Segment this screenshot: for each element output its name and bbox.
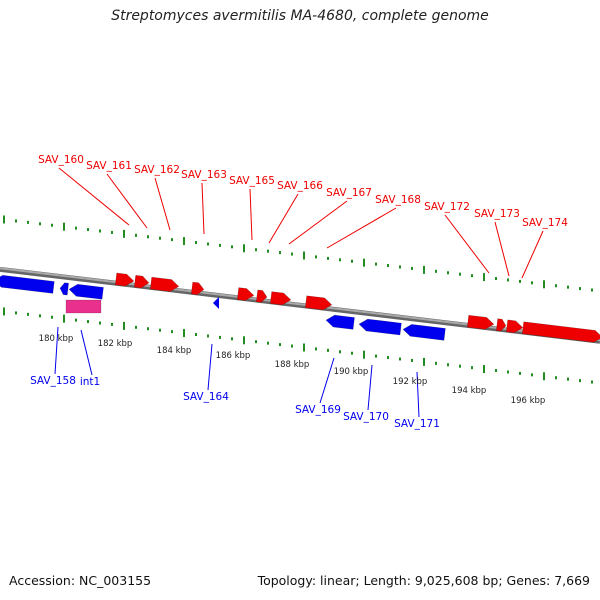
leader-line xyxy=(326,207,397,249)
genome-stats-label: Topology: linear; Length: 9,025,608 bp; … xyxy=(257,573,590,588)
integrase-feature xyxy=(65,299,102,314)
gene-label-sav-158: SAV_158 xyxy=(30,375,76,387)
leader-line xyxy=(201,182,205,235)
scale-labels: 180 kbp 182 kbp 184 kbp 186 kbp 188 kbp 190 k… xyxy=(39,334,546,406)
scale-label: 194 kbp xyxy=(452,386,487,396)
gene-label-sav-173: SAV_173 xyxy=(474,208,520,220)
scale-label: 184 kbp xyxy=(157,346,192,356)
forward-gene-arrow xyxy=(133,274,150,289)
scale-label: 190 kbp xyxy=(334,367,369,377)
scale-label: 192 kbp xyxy=(393,377,428,387)
gene-label-sav-164: SAV_164 xyxy=(183,391,229,403)
forward-gene-arrow xyxy=(304,295,333,311)
forward-gene-arrow xyxy=(466,314,495,330)
scale-label: 186 kbp xyxy=(216,351,251,361)
reverse-gene-arrow xyxy=(0,274,55,294)
leader-line xyxy=(416,371,420,418)
leader-line xyxy=(80,329,93,376)
forward-gene-arrow xyxy=(255,289,268,303)
scale-label: 182 kbp xyxy=(98,339,133,349)
gene-label-sav-162: SAV_162 xyxy=(134,164,180,176)
reverse-gene-arrow xyxy=(59,282,69,296)
gene-label-sav-172: SAV_172 xyxy=(424,201,470,213)
leader-line xyxy=(154,177,171,231)
accession-label: Accession: NC_003155 xyxy=(9,573,152,588)
gene-label-sav-163: SAV_163 xyxy=(181,169,227,181)
scale-label: 188 kbp xyxy=(275,360,310,370)
leader-line xyxy=(494,221,510,277)
gene-label-sav-168: SAV_168 xyxy=(375,194,421,206)
lower-tick-ruler xyxy=(3,307,593,384)
forward-gene-arrow xyxy=(495,318,507,332)
gene-label-int1: int1 xyxy=(80,376,100,388)
leader-line xyxy=(319,357,335,404)
forward-gene-arrow xyxy=(236,287,255,301)
reverse-gene-arrow xyxy=(213,297,219,309)
forward-gene-arrow xyxy=(505,319,524,334)
gene-label-sav-160: SAV_160 xyxy=(38,154,84,166)
leader-line xyxy=(106,173,148,229)
leader-line xyxy=(268,193,299,244)
forward-gene-arrow xyxy=(190,281,205,296)
scale-label: 180 kbp xyxy=(39,334,74,344)
gene-features xyxy=(0,272,600,343)
leader-line xyxy=(249,188,253,241)
gene-label-sav-161: SAV_161 xyxy=(86,160,132,172)
scale-label: 196 kbp xyxy=(511,396,546,406)
gene-label-sav-174: SAV_174 xyxy=(522,217,568,229)
upper-tick-ruler xyxy=(3,215,593,292)
leader-line xyxy=(54,326,59,375)
reverse-gene-arrow xyxy=(402,324,446,341)
reverse-gene-arrow xyxy=(358,318,402,336)
reverse-gene-arrow xyxy=(68,283,104,300)
leader-line xyxy=(288,200,348,245)
leader-line xyxy=(58,167,130,226)
leader-line xyxy=(207,343,213,391)
forward-gene-arrow xyxy=(521,321,600,343)
reverse-gene-arrow xyxy=(325,314,355,330)
gene-label-sav-171: SAV_171 xyxy=(394,418,440,430)
forward-gene-labels: SAV_160 SAV_161 SAV_162 SAV_163 SAV_165 SAV_1… xyxy=(38,154,568,229)
leader-line xyxy=(521,230,544,279)
forward-gene-arrow xyxy=(114,272,135,287)
gene-label-sav-170: SAV_170 xyxy=(343,411,389,423)
leader-line xyxy=(444,214,490,274)
gene-label-sav-167: SAV_167 xyxy=(326,187,372,199)
gene-label-sav-165: SAV_165 xyxy=(229,175,275,187)
gene-label-sav-166: SAV_166 xyxy=(277,180,323,192)
forward-gene-arrow xyxy=(269,291,292,306)
label-leader-lines xyxy=(54,167,544,418)
gene-label-sav-169: SAV_169 xyxy=(295,404,341,416)
forward-gene-arrow xyxy=(149,276,180,292)
map-title: Streptomyces avermitilis MA-4680, comple… xyxy=(111,8,489,24)
leader-line xyxy=(367,364,373,411)
